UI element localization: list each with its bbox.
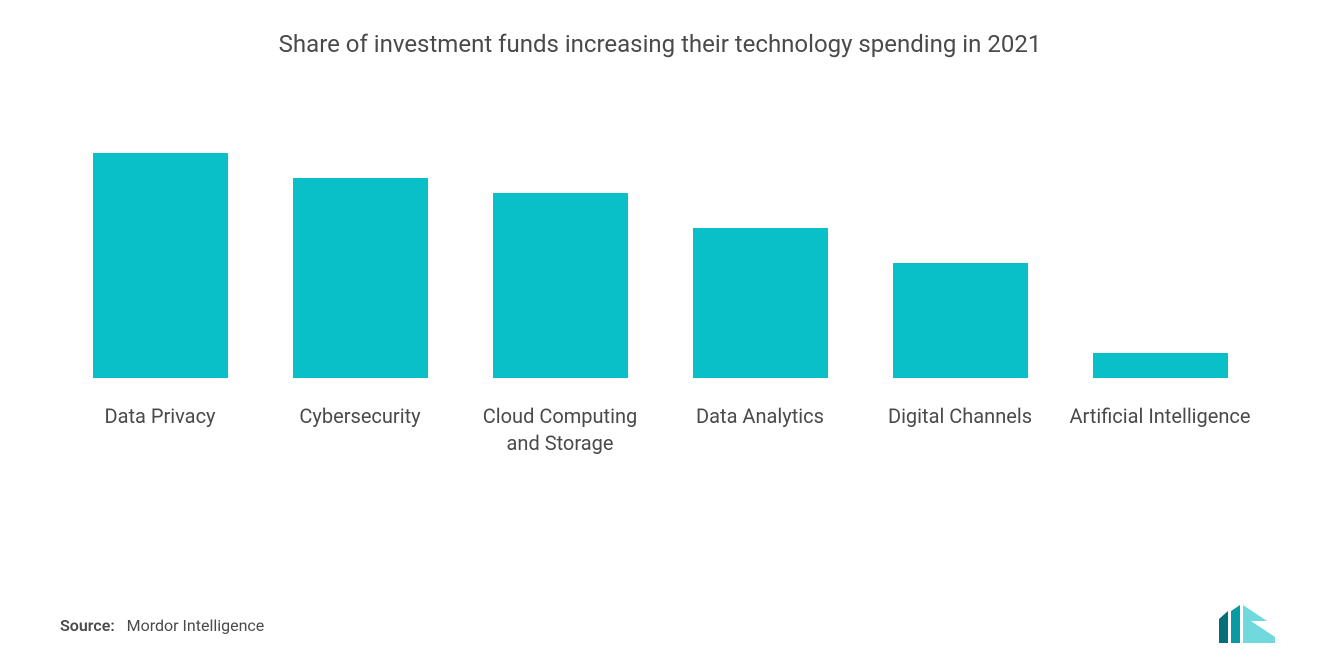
bar-column <box>860 118 1060 378</box>
category-label: Artificial Intelligence <box>1060 403 1260 457</box>
bar <box>493 193 628 378</box>
bar-plot-area <box>50 118 1270 378</box>
bar-column <box>460 118 660 378</box>
bar <box>1093 353 1228 378</box>
category-label: Data Privacy <box>60 403 260 457</box>
logo-bar-1 <box>1219 611 1228 643</box>
bar <box>693 228 828 378</box>
bar-column <box>660 118 860 378</box>
category-label: Cloud Computing and Storage <box>460 403 660 457</box>
source-footer: Source: Mordor Intelligence <box>60 616 264 635</box>
category-label: Data Analytics <box>660 403 860 457</box>
bar <box>893 263 1028 378</box>
logo-bar-2 <box>1231 605 1240 643</box>
chart-container: Share of investment funds increasing the… <box>0 0 1320 665</box>
category-label: Digital Channels <box>860 403 1060 457</box>
bar <box>93 153 228 378</box>
category-label: Cybersecurity <box>260 403 460 457</box>
mordor-logo <box>1219 605 1275 643</box>
bar-column <box>260 118 460 378</box>
bar <box>293 178 428 378</box>
source-label: Source: <box>60 616 115 635</box>
category-labels-row: Data PrivacyCybersecurityCloud Computing… <box>50 403 1270 457</box>
chart-title: Share of investment funds increasing the… <box>50 30 1270 58</box>
bar-column <box>1060 118 1260 378</box>
bar-column <box>60 118 260 378</box>
source-name: Mordor Intelligence <box>127 616 265 635</box>
logo-bar-3b <box>1243 637 1275 643</box>
